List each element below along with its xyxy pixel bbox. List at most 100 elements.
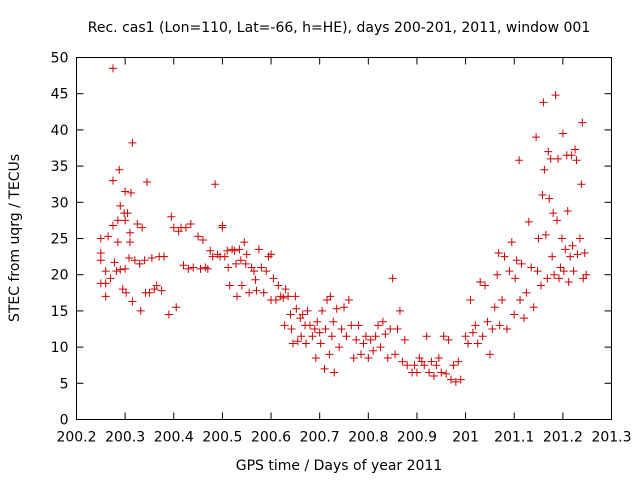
data-point	[543, 274, 552, 283]
data-point	[527, 263, 536, 272]
data-point	[349, 353, 358, 362]
data-point	[427, 357, 436, 366]
data-point	[558, 129, 567, 138]
data-point	[245, 288, 254, 297]
data-point	[128, 138, 137, 147]
data-point	[308, 332, 317, 341]
data-point	[429, 372, 438, 381]
data-point	[507, 238, 516, 247]
data-point	[208, 252, 217, 261]
data-point	[439, 332, 448, 341]
data-point	[145, 288, 154, 297]
data-point	[257, 263, 266, 272]
data-point	[96, 256, 105, 265]
data-point	[206, 246, 215, 255]
data-point	[347, 321, 356, 330]
data-point	[101, 267, 110, 276]
data-point	[116, 265, 125, 274]
data-point	[386, 325, 395, 333]
data-point	[106, 274, 115, 283]
data-point	[378, 317, 387, 326]
data-point	[143, 178, 152, 187]
data-point	[280, 321, 289, 330]
data-point	[316, 339, 325, 348]
data-point	[194, 232, 203, 241]
data-point	[332, 304, 341, 313]
data-point	[456, 375, 465, 384]
data-point	[478, 332, 487, 341]
data-point	[398, 357, 407, 366]
data-point	[96, 248, 105, 257]
data-point	[160, 252, 169, 261]
data-point	[582, 270, 591, 279]
data-point	[567, 151, 576, 160]
data-point	[169, 223, 178, 232]
data-point	[108, 221, 117, 230]
data-point	[449, 361, 458, 370]
data-point	[371, 332, 380, 341]
data-point	[337, 325, 346, 333]
data-point	[101, 279, 110, 288]
data-point	[357, 350, 366, 359]
data-point	[241, 259, 250, 268]
x-tick-label: 201.1	[494, 430, 534, 446]
data-point	[481, 281, 490, 290]
data-point	[447, 375, 455, 384]
data-point	[571, 145, 580, 154]
data-point	[529, 303, 538, 312]
data-point	[476, 277, 485, 286]
data-point	[198, 235, 207, 244]
data-point	[517, 259, 526, 268]
data-point	[262, 267, 271, 276]
data-point	[269, 274, 278, 283]
data-point	[538, 191, 547, 200]
data-point	[451, 377, 460, 386]
x-tick-label: 200.2	[56, 430, 96, 446]
data-point	[281, 285, 290, 294]
data-point	[564, 277, 573, 286]
data-point	[550, 270, 559, 279]
data-point	[500, 252, 509, 261]
data-point	[464, 339, 473, 348]
data-point	[121, 216, 130, 225]
data-point	[573, 250, 582, 259]
data-point	[118, 285, 127, 294]
data-point	[250, 267, 259, 276]
data-point	[400, 335, 409, 344]
data-point	[403, 361, 412, 370]
data-point	[303, 306, 312, 315]
data-point	[553, 216, 562, 225]
data-point	[352, 335, 361, 344]
x-tick-label: 201	[452, 430, 479, 446]
data-point	[252, 286, 261, 295]
data-point	[524, 217, 533, 226]
data-point	[483, 317, 492, 326]
data-point	[369, 346, 378, 355]
data-point	[512, 256, 521, 265]
data-point	[536, 281, 545, 290]
data-point	[152, 281, 161, 290]
data-point	[539, 98, 548, 107]
data-point	[510, 310, 519, 319]
data-point	[473, 339, 482, 348]
data-point	[121, 187, 130, 196]
data-point	[519, 314, 528, 323]
data-point	[342, 332, 351, 341]
data-point	[577, 180, 586, 189]
y-axis: 0 5 10 15 20 25 30 35 40 45 50	[51, 51, 612, 429]
data-point	[108, 176, 117, 185]
data-point	[340, 303, 348, 312]
data-point	[561, 245, 570, 254]
data-point	[313, 317, 322, 326]
data-point	[267, 250, 276, 259]
x-tick-label: 200.9	[397, 430, 437, 446]
data-point	[305, 321, 314, 330]
data-point	[104, 232, 113, 241]
data-point	[108, 64, 117, 73]
data-point	[311, 353, 320, 362]
data-point	[541, 230, 550, 239]
data-point	[364, 353, 373, 362]
data-point	[203, 264, 212, 273]
x-tick-label: 200.5	[202, 430, 242, 446]
